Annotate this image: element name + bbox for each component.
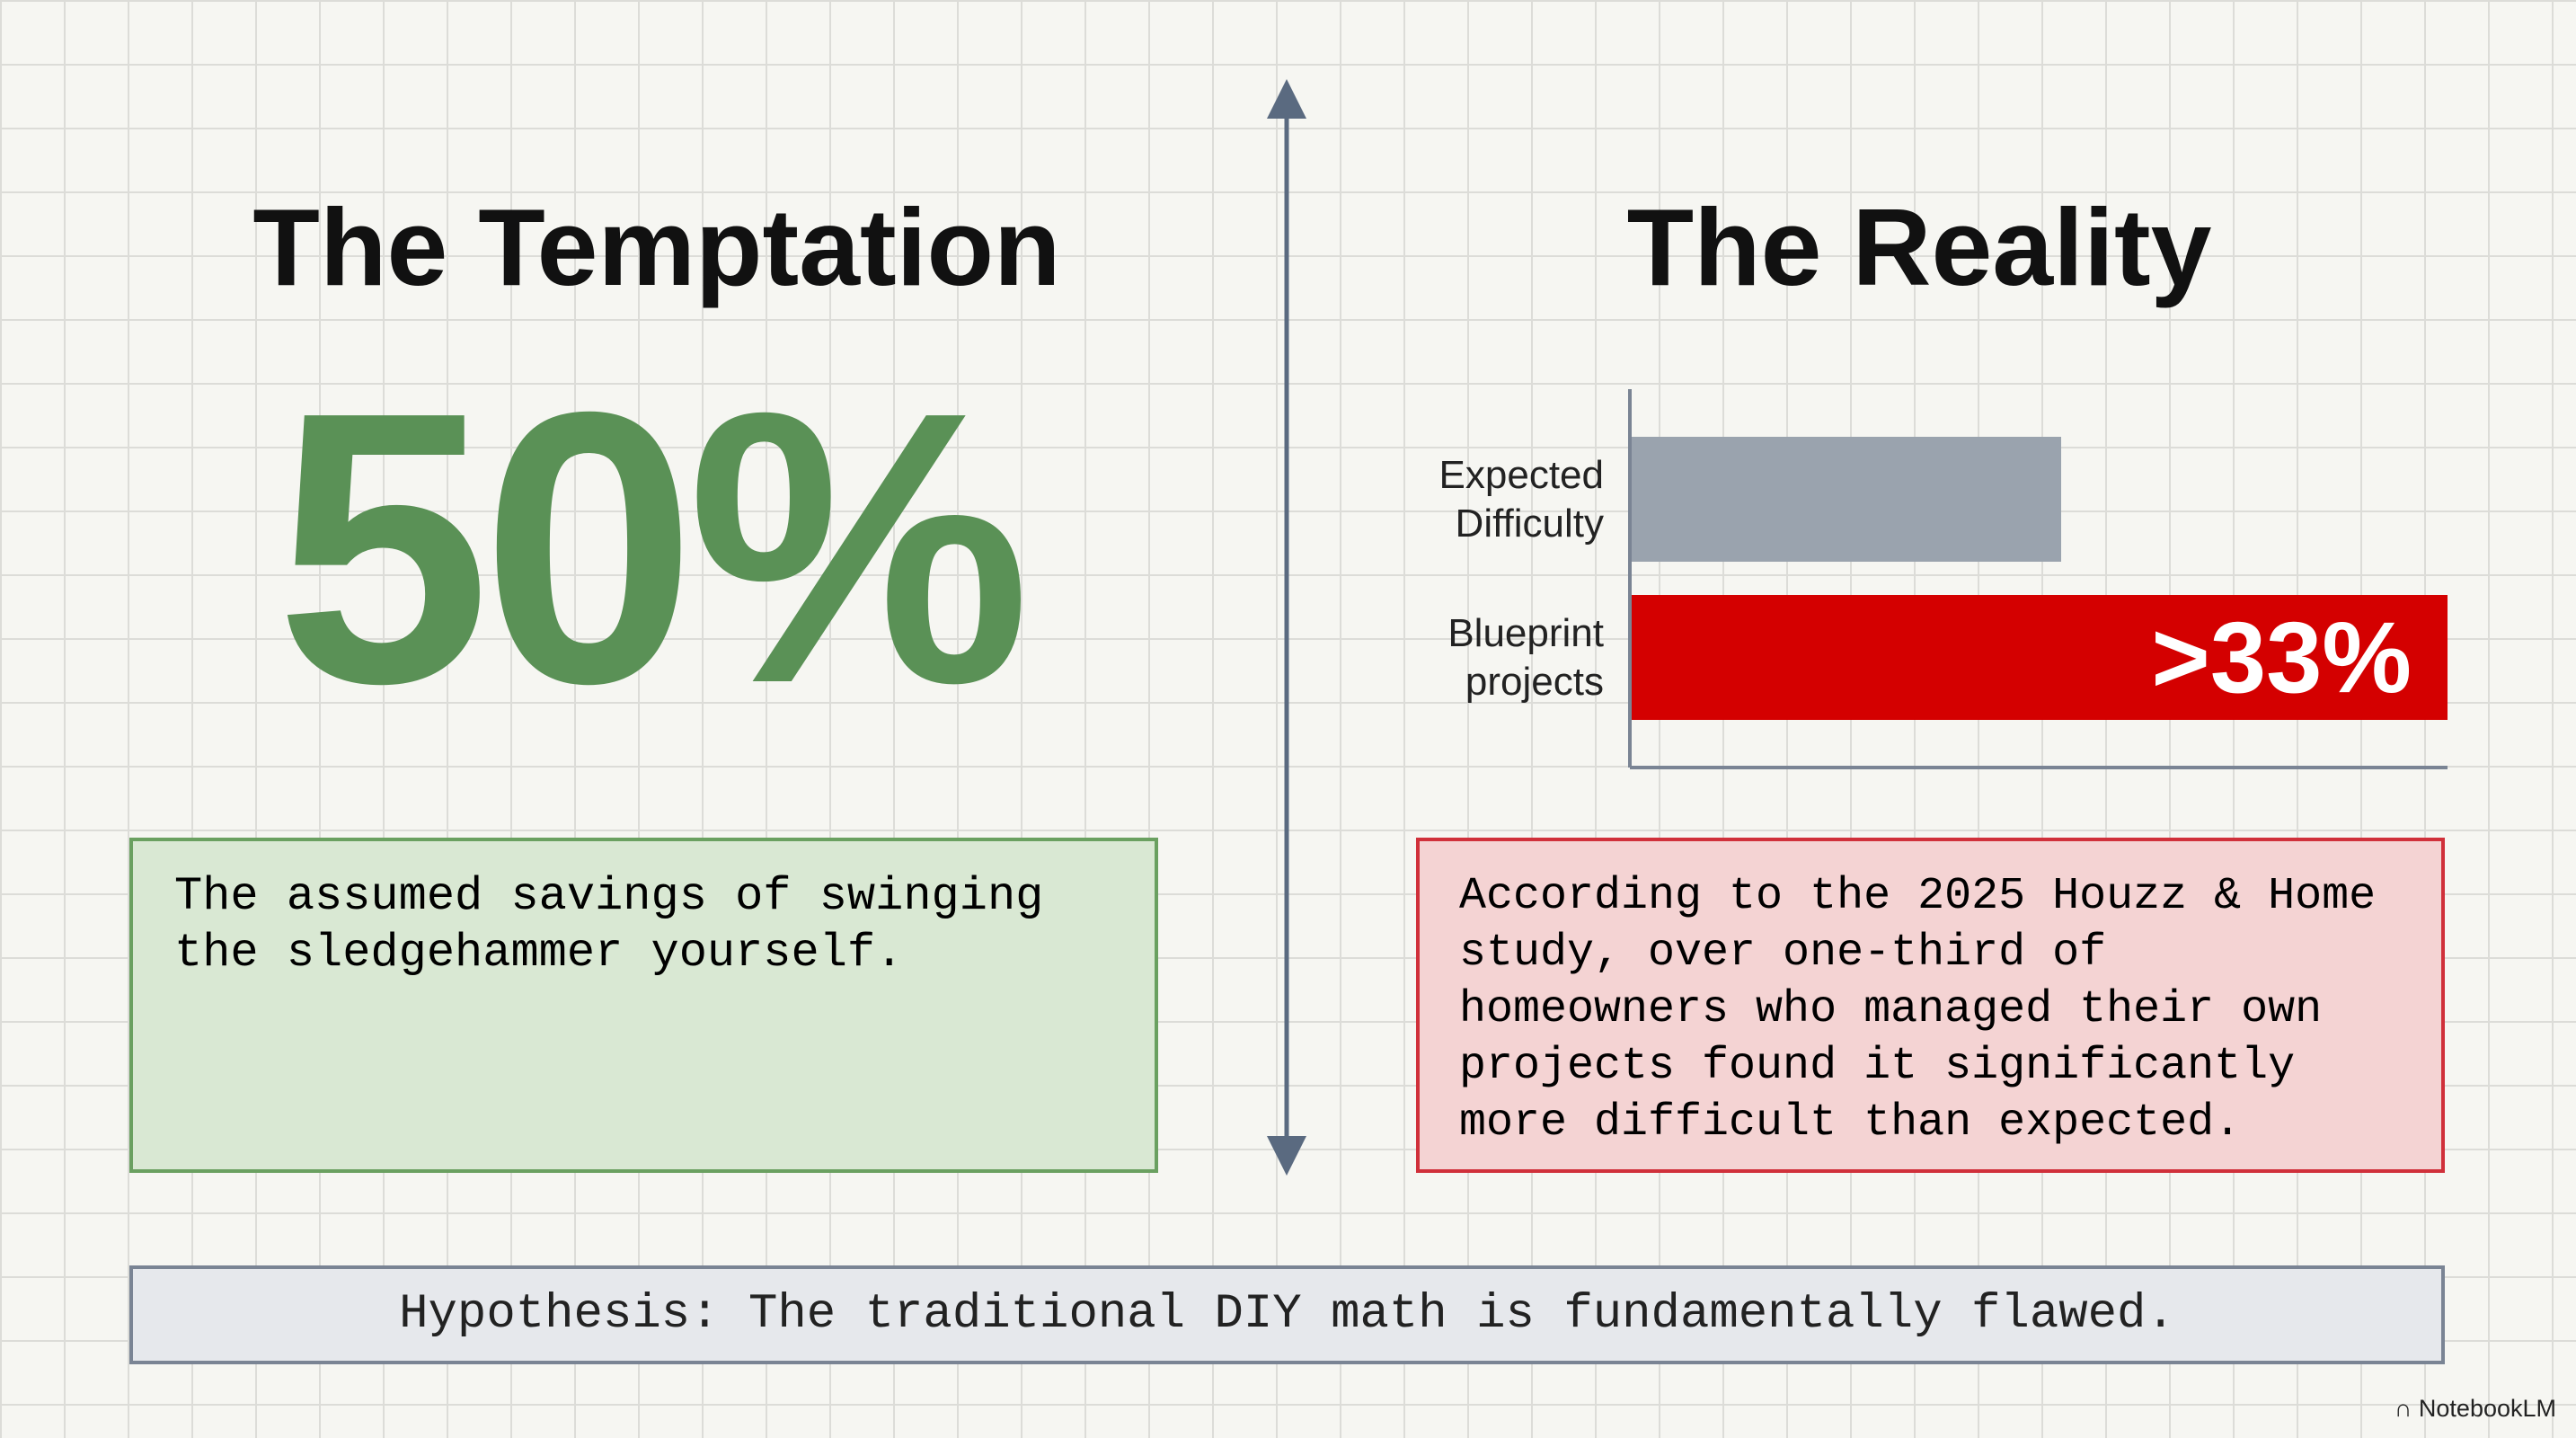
hypothesis: Hypothesis: The traditional DIY math is … — [129, 1265, 2445, 1364]
bar — [1632, 595, 2448, 720]
category-label: Expected Difficulty — [1438, 452, 1604, 546]
brand: ∩ NotebookLM — [2394, 1395, 2556, 1422]
left-title: The Temptation — [252, 186, 1061, 308]
divider-arrow — [1267, 79, 1306, 1176]
right-caption-box: According to the 2025 Houzz & Home study… — [1416, 838, 2445, 1173]
left-caption: The assumed savings of swinging the sled… — [174, 870, 1044, 980]
bar — [1632, 437, 2061, 562]
right-caption: According to the 2025 Houzz & Home study… — [1459, 871, 2377, 1149]
y-axis — [1628, 389, 1632, 768]
brand-name: NotebookLM — [2418, 1395, 2556, 1422]
x-axis — [1630, 766, 2448, 769]
left-caption-box: The assumed savings of swinging the sled… — [129, 838, 1158, 1173]
category-label: Blueprint projects — [1447, 610, 1604, 704]
big-number: 50% — [275, 333, 1031, 764]
right-title: The Reality — [1626, 186, 2212, 308]
value-label: >33% — [2151, 601, 2412, 714]
